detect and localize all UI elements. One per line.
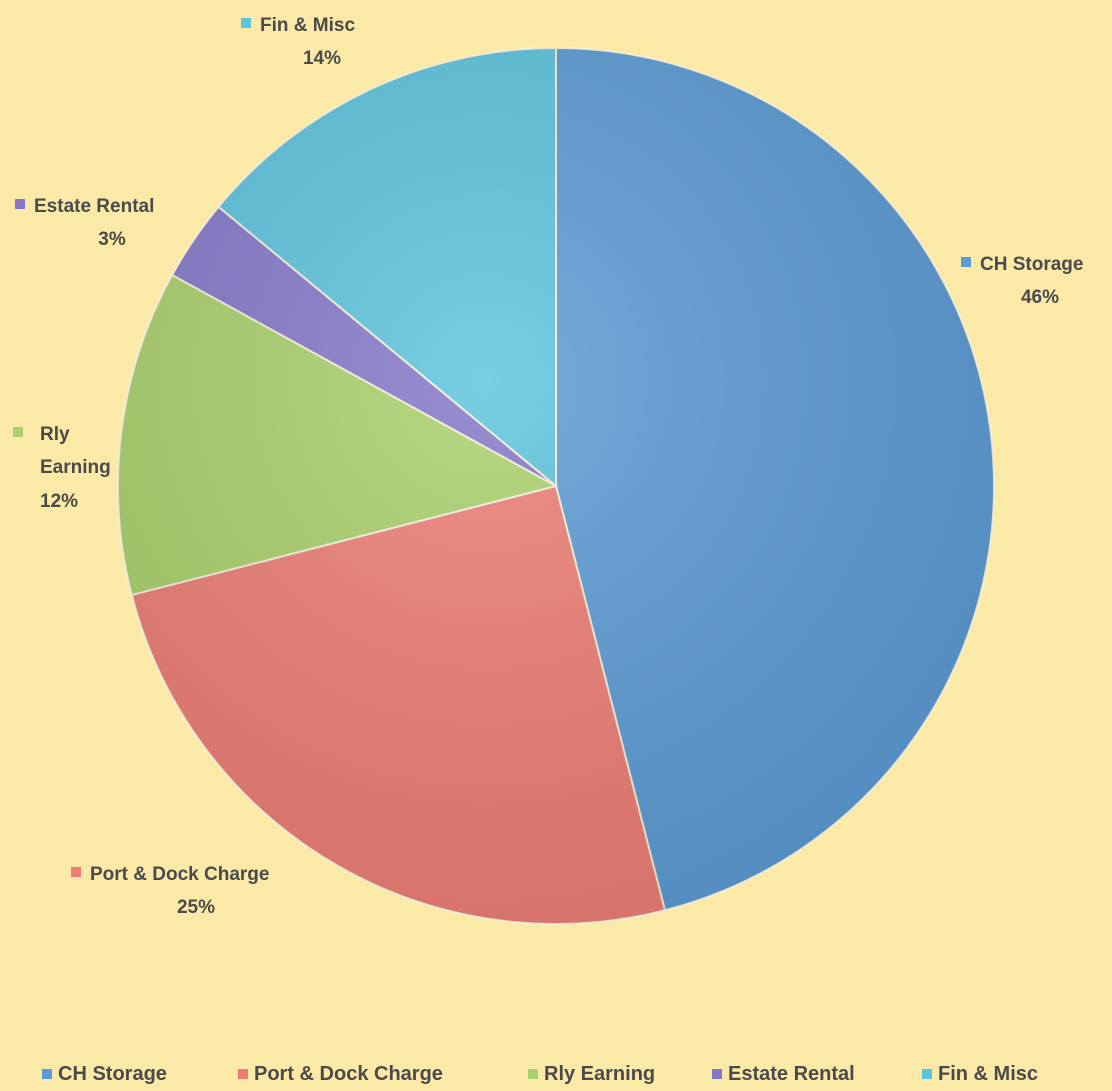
legend-label-estate-rental: Estate Rental xyxy=(728,1063,855,1085)
slice-name-rly-earning: Rly xyxy=(40,424,70,445)
legend-item-port-and-dock-charge: Port & Dock Charge xyxy=(238,1063,443,1085)
slice-name-port-and-dock-charge: Port & Dock Charge xyxy=(90,864,269,885)
legend-item-ch-storage: CH Storage xyxy=(42,1063,167,1085)
legend-label-port-and-dock-charge: Port & Dock Charge xyxy=(254,1063,443,1085)
slice-labels: CH Storage 46% Port & Dock Charge 25% Rly Ear… xyxy=(13,15,1083,918)
pie-slices xyxy=(117,46,995,925)
legend-item-estate-rental: Estate Rental xyxy=(712,1063,855,1085)
legend-swatch-rly-earning xyxy=(528,1069,538,1079)
slice-percent-fin-and-misc: 14% xyxy=(303,48,341,69)
slice-label-ch-storage: CH Storage 46% xyxy=(961,254,1083,308)
slice-label-estate-rental: Estate Rental 3% xyxy=(15,196,154,250)
slice-name-fin-and-misc: Fin & Misc xyxy=(260,15,355,36)
slice-marker-port-and-dock-charge xyxy=(71,867,81,877)
legend-label-fin-and-misc: Fin & Misc xyxy=(938,1063,1038,1085)
legend: CH Storage Port & Dock Charge Rly Earning E… xyxy=(42,1063,1038,1085)
slice-percent-rly-earning: 12% xyxy=(40,491,78,512)
slice-percent-ch-storage: 46% xyxy=(1021,287,1059,308)
slice-label-fin-and-misc: Fin & Misc 14% xyxy=(241,15,355,69)
slice-label-rly-earning: Rly Earning 12% xyxy=(13,424,111,512)
legend-swatch-estate-rental xyxy=(712,1069,722,1079)
slice-marker-estate-rental xyxy=(15,199,25,209)
slice-marker-rly-earning xyxy=(13,427,23,437)
legend-item-fin-and-misc: Fin & Misc xyxy=(922,1063,1038,1085)
legend-swatch-port-and-dock-charge xyxy=(238,1069,248,1079)
legend-label-ch-storage: CH Storage xyxy=(58,1063,167,1085)
legend-swatch-ch-storage xyxy=(42,1069,52,1079)
legend-label-rly-earning: Rly Earning xyxy=(544,1063,655,1085)
legend-swatch-fin-and-misc xyxy=(922,1069,932,1079)
slice-label-port-and-dock-charge: Port & Dock Charge 25% xyxy=(71,864,269,918)
slice-name-rly-earning: Earning xyxy=(40,457,111,478)
slice-name-ch-storage: CH Storage xyxy=(980,254,1083,275)
slice-percent-estate-rental: 3% xyxy=(98,229,126,250)
legend-item-rly-earning: Rly Earning xyxy=(528,1063,655,1085)
slice-percent-port-and-dock-charge: 25% xyxy=(177,897,215,918)
slice-marker-ch-storage xyxy=(961,257,971,267)
slice-name-estate-rental: Estate Rental xyxy=(34,196,154,217)
slice-marker-fin-and-misc xyxy=(241,18,251,28)
